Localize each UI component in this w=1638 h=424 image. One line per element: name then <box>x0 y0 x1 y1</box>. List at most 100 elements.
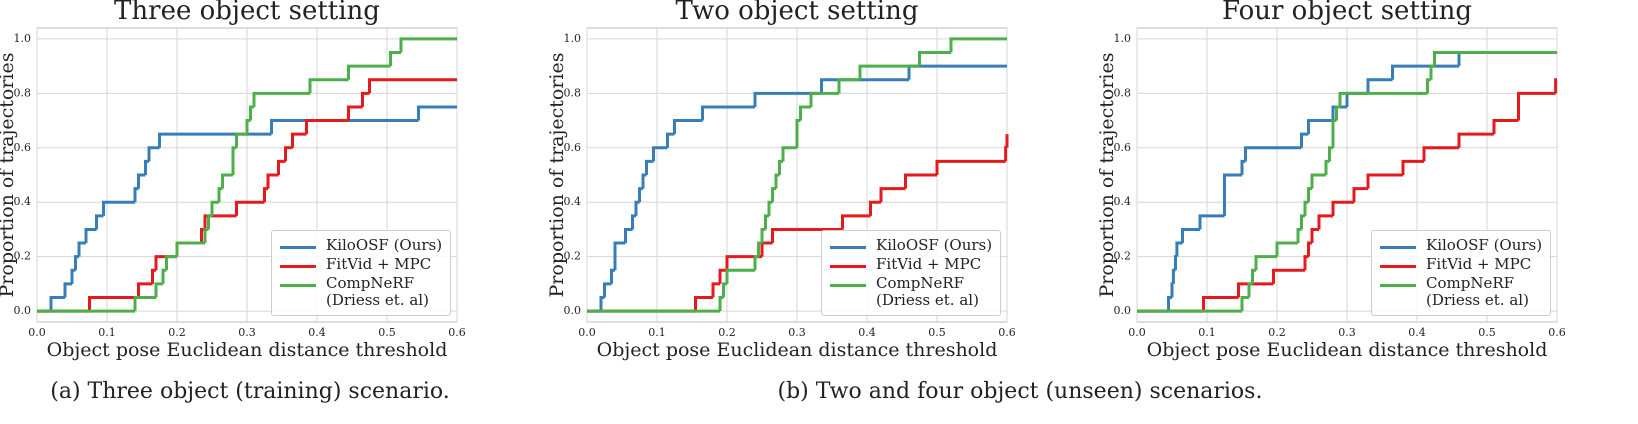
step-line-segment <box>144 159 149 175</box>
y-tick-label: 0.4 <box>1114 195 1132 208</box>
step-line-segment <box>1303 255 1309 271</box>
y-tick-label: 0.6 <box>564 141 582 154</box>
step-line-segment <box>613 241 626 271</box>
step-line-segment <box>778 159 783 175</box>
legend-entry: FitVid + MPC <box>830 256 992 273</box>
caption: (b) Two and four object (unseen) scenari… <box>778 379 1263 404</box>
step-line-segment <box>361 91 370 107</box>
step-line-segment <box>753 91 822 107</box>
step-line-segment <box>757 241 762 257</box>
step-line-segment <box>753 255 759 271</box>
step-line-segment <box>137 282 153 298</box>
x-tick-label: 0.0 <box>1128 326 1146 339</box>
step-line-segment <box>1170 282 1174 298</box>
step-line-segment <box>673 119 703 135</box>
step-line-segment <box>88 296 139 312</box>
x-tick-label: 0.1 <box>98 326 116 339</box>
step-line-segment <box>203 214 237 230</box>
step-line-segment <box>1202 296 1239 312</box>
step-line-segment <box>308 78 349 94</box>
step-line-segment <box>949 37 1007 53</box>
step-line-segment <box>869 200 881 216</box>
y-tick-label: 0.0 <box>1114 304 1132 317</box>
x-tick-label: 0.3 <box>238 326 256 339</box>
legend-swatch <box>280 246 316 249</box>
step-line-segment <box>161 268 167 284</box>
step-line-segment <box>841 214 871 230</box>
step-line-segment <box>277 159 286 175</box>
step-line-segment <box>1517 91 1556 121</box>
step-line-segment <box>725 268 755 284</box>
step-line-segment <box>1244 146 1302 162</box>
step-line-segment <box>1198 214 1225 230</box>
y-tick-label: 0.2 <box>564 250 582 263</box>
step-line-segment <box>147 146 160 162</box>
step-line-segment <box>645 159 654 175</box>
step-line-segment <box>137 173 146 189</box>
step-line-segment <box>1492 119 1519 135</box>
x-tick-label: 0.4 <box>1408 326 1426 339</box>
step-line-segment <box>252 91 310 107</box>
legend: KiloOSF (Ours) FitVid + MPC CompNeRF (Drie… <box>271 230 452 316</box>
step-line-segment <box>1174 255 1177 271</box>
step-line-segment <box>610 268 615 284</box>
step-line-segment <box>368 78 457 94</box>
legend-entry: CompNeRF (Driess et. al) <box>1380 275 1542 309</box>
chart-title: Three object setting <box>114 0 380 26</box>
chart-title: Two object setting <box>676 0 919 26</box>
step-line-segment <box>1254 255 1277 271</box>
y-tick-label: 0.0 <box>564 304 582 317</box>
step-line-segment <box>95 214 104 230</box>
x-tick-label: 0.3 <box>1338 326 1356 339</box>
step-line-segment <box>1300 132 1309 148</box>
step-line-segment <box>154 282 163 298</box>
step-line-segment <box>1366 78 1393 94</box>
step-line-segment <box>603 282 612 298</box>
step-line-segment <box>935 159 1006 175</box>
step-line-segment <box>133 296 156 312</box>
step-line-segment <box>1240 296 1249 312</box>
step-line-segment <box>49 296 65 312</box>
legend-entry: FitVid + MPC <box>280 256 442 273</box>
x-tick-label: 0.0 <box>28 326 46 339</box>
step-line-segment <box>771 227 843 244</box>
step-line-segment <box>1352 187 1368 203</box>
step-line-segment <box>235 200 265 216</box>
step-line-segment <box>231 146 237 175</box>
y-tick-label: 0.6 <box>1114 141 1132 154</box>
legend-entry: CompNeRF (Driess et. al) <box>280 275 442 309</box>
y-tick-label: 0.2 <box>1114 250 1132 263</box>
step-line-segment <box>918 51 951 67</box>
legend-label: KiloOSF (Ours) <box>876 236 993 254</box>
legend-label: FitVid + MPC <box>876 255 982 273</box>
step-line-segment <box>77 241 86 257</box>
legend-label: CompNeRF (Driess et. al) <box>876 274 979 309</box>
step-line-segment <box>291 132 307 148</box>
x-tick-label: 0.6 <box>448 326 466 339</box>
step-line-segment <box>624 227 633 244</box>
step-line-segment <box>1338 91 1428 107</box>
step-line-segment <box>1275 241 1298 257</box>
step-line-segment <box>417 105 457 121</box>
x-tick-label: 0.0 <box>578 326 596 339</box>
step-line-segment <box>694 296 713 312</box>
step-line-segment <box>1307 119 1333 135</box>
y-tick-label: 0.8 <box>1114 86 1132 99</box>
step-line-segment <box>235 132 247 148</box>
step-line-segment <box>725 255 762 271</box>
step-line-segment <box>1247 282 1253 298</box>
legend-entry: KiloOSF (Ours) <box>280 237 442 254</box>
legend-swatch <box>280 265 316 268</box>
legend-label: FitVid + MPC <box>326 255 432 273</box>
step-line-segment <box>84 227 97 244</box>
step-line-segment <box>1331 119 1337 148</box>
legend-swatch <box>830 246 866 249</box>
step-line-segment <box>221 173 233 189</box>
step-line-segment <box>1331 105 1347 121</box>
step-line-segment <box>347 105 363 121</box>
step-line-segment <box>245 119 251 135</box>
x-tick-label: 0.2 <box>168 326 186 339</box>
x-axis-label: Object pose Euclidean distance threshold <box>597 339 998 361</box>
